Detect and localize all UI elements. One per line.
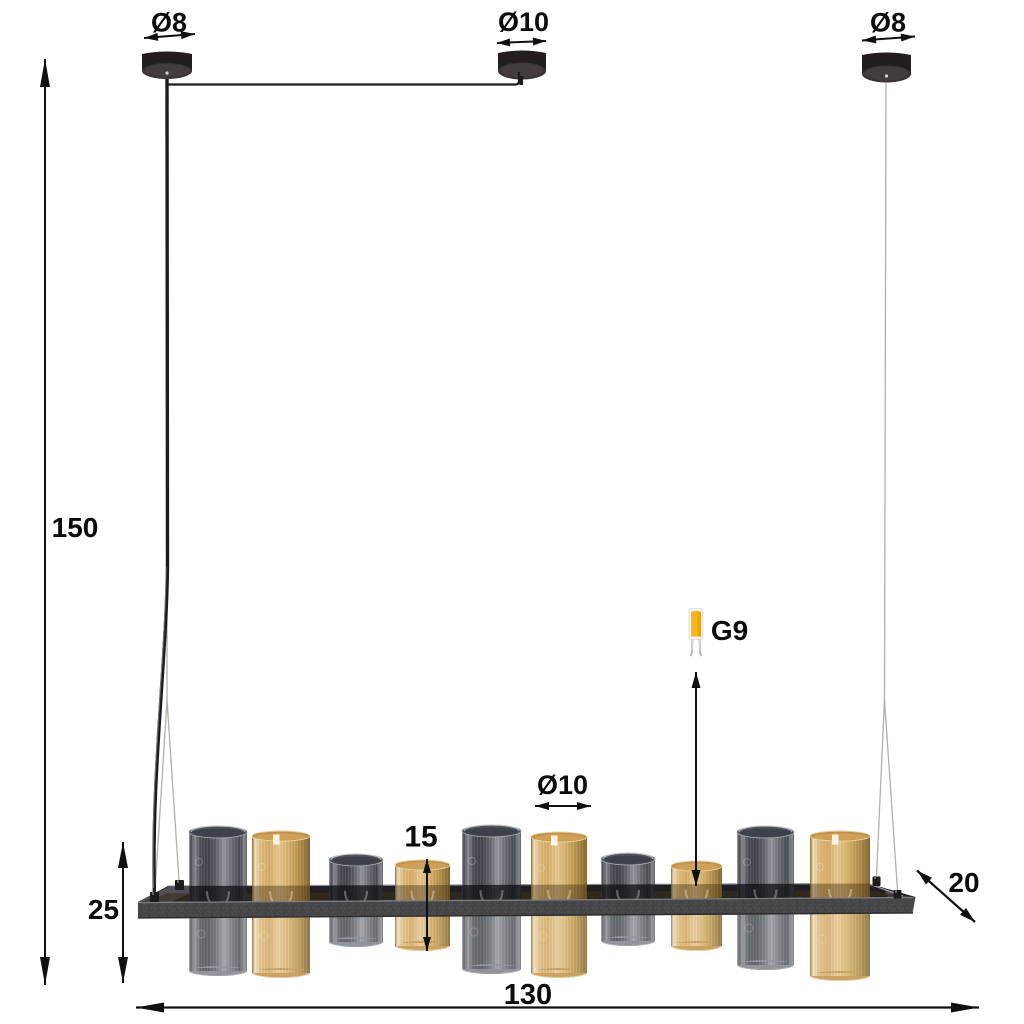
svg-text:Ø8: Ø8 — [870, 8, 906, 38]
svg-text:130: 130 — [504, 979, 552, 1011]
svg-text:Ø10: Ø10 — [498, 7, 549, 37]
svg-text:Ø8: Ø8 — [151, 8, 187, 38]
svg-text:20: 20 — [948, 867, 979, 898]
svg-text:G9: G9 — [711, 615, 748, 646]
svg-text:Ø10: Ø10 — [537, 770, 588, 800]
svg-text:15: 15 — [404, 821, 437, 854]
svg-text:25: 25 — [88, 894, 119, 925]
svg-text:150: 150 — [52, 512, 99, 543]
